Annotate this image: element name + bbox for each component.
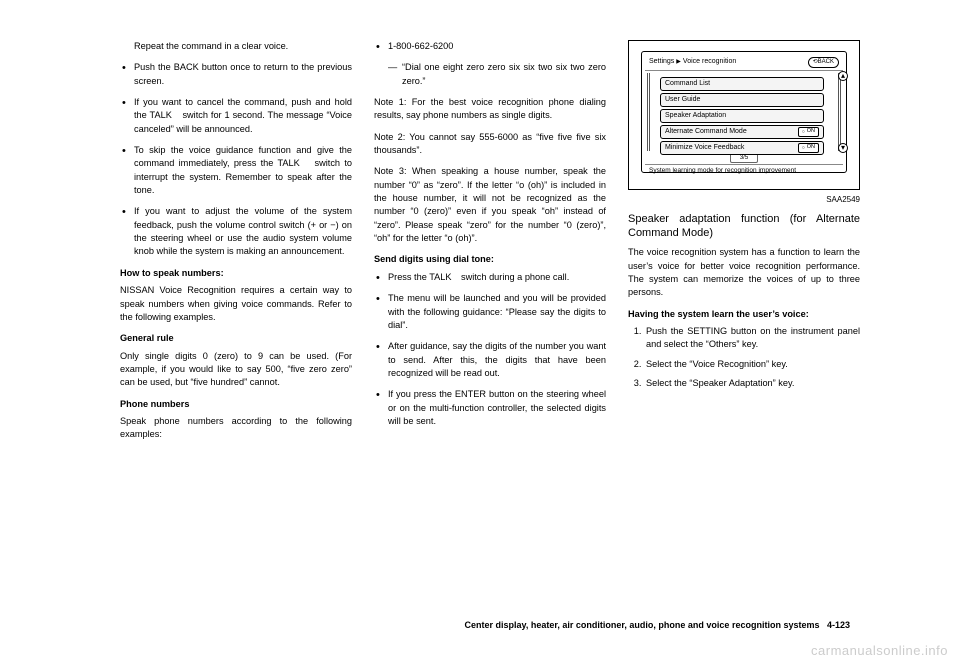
list-item: After guidance, say the digits of the nu… — [374, 340, 606, 380]
list-sub-item: “Dial one eight zero zero six six two si… — [374, 61, 606, 88]
column-2: 1-800-662-6200 “Dial one eight zero zero… — [374, 40, 606, 590]
heading-numbers: How to speak numbers: — [120, 267, 352, 280]
list-item: If you want to adjust the volume of the … — [120, 205, 352, 258]
section-title: Speaker adaptation function (for Alterna… — [628, 212, 860, 241]
status-line: System learning mode for recognition imp… — [645, 164, 843, 176]
note-2: Note 2: You cannot say 555-6000 as “five… — [374, 131, 606, 158]
paragraph: NISSAN Voice Recognition requires a cert… — [120, 284, 352, 324]
heading-learn-voice: Having the system learn the user’s voice… — [628, 308, 860, 321]
list-item: If you press the ENTER button on the ste… — [374, 388, 606, 428]
list-item: 1-800-662-6200 — [374, 40, 606, 53]
heading-general-rule: General rule — [120, 332, 352, 345]
menu-item-alternate-command: Alternate Command Mode ON — [660, 125, 824, 139]
instruction-list: Repeat the command in a clear voice. Pus… — [120, 40, 352, 259]
column-1: Repeat the command in a clear voice. Pus… — [120, 40, 352, 590]
scroll-down-icon: ▾ — [838, 143, 848, 153]
chevron-right-icon: ▶ — [676, 58, 681, 67]
heading-send-digits: Send digits using dial tone: — [374, 253, 606, 266]
menu-item-user-guide: User Guide — [660, 93, 824, 107]
manual-page: Repeat the command in a clear voice. Pus… — [0, 0, 960, 620]
list-item: Press the TALK switch during a phone cal… — [374, 271, 606, 284]
paragraph: Only single digits 0 (zero) to 9 can be … — [120, 350, 352, 390]
column-3: Settings ▶ Voice recognition ⟲BACK ▴ Com… — [628, 40, 860, 590]
breadcrumb: Settings ▶ Voice recognition ⟲BACK — [645, 55, 843, 71]
list-item: If you want to cancel the command, push … — [120, 96, 352, 136]
note-3: Note 3: When speaking a house number, sp… — [374, 165, 606, 245]
steps-list: Push the SETTING button on the instrumen… — [628, 325, 860, 390]
paragraph: The voice recognition system has a funct… — [628, 246, 860, 299]
list-item: The menu will be launched and you will b… — [374, 292, 606, 332]
step-item: Select the “Voice Recognition” key. — [644, 358, 860, 371]
menu-item-minimize-feedback: Minimize Voice Feedback ON — [660, 141, 824, 155]
phone-example-list: 1-800-662-6200 “Dial one eight zero zero… — [374, 40, 606, 88]
figure-id: SAA2549 — [628, 194, 860, 206]
list-item: To skip the voice guidance function and … — [120, 144, 352, 197]
step-item: Select the “Speaker Adaptation” key. — [644, 377, 860, 390]
note-1: Note 1: For the best voice recognition p… — [374, 96, 606, 123]
dial-tone-list: Press the TALK switch during a phone cal… — [374, 271, 606, 428]
breadcrumb-settings: Settings — [649, 57, 674, 67]
step-item: Push the SETTING button on the instrumen… — [644, 325, 860, 352]
paragraph: Speak phone numbers according to the fol… — [120, 415, 352, 442]
screen-inner: Settings ▶ Voice recognition ⟲BACK ▴ Com… — [641, 51, 847, 173]
list-item: Push the BACK button once to return to t… — [120, 61, 352, 88]
back-button: ⟲BACK — [808, 57, 839, 68]
watermark: carmanualsonline.info — [811, 643, 948, 658]
menu-item-speaker-adaptation: Speaker Adaptation — [660, 109, 824, 123]
menu-list: ▴ Command List User Guide Speaker Adapta… — [647, 73, 841, 151]
settings-screen-figure: Settings ▶ Voice recognition ⟲BACK ▴ Com… — [628, 40, 860, 190]
breadcrumb-voice: Voice recognition — [683, 57, 736, 67]
on-badge: ON — [798, 143, 819, 153]
list-item: Repeat the command in a clear voice. — [120, 40, 352, 53]
heading-phone-numbers: Phone numbers — [120, 398, 352, 411]
scroll-up-icon: ▴ — [838, 71, 848, 81]
menu-item-command-list: Command List — [660, 77, 824, 91]
page-footer: Center display, heater, air conditioner,… — [465, 620, 850, 630]
on-badge: ON — [798, 127, 819, 137]
